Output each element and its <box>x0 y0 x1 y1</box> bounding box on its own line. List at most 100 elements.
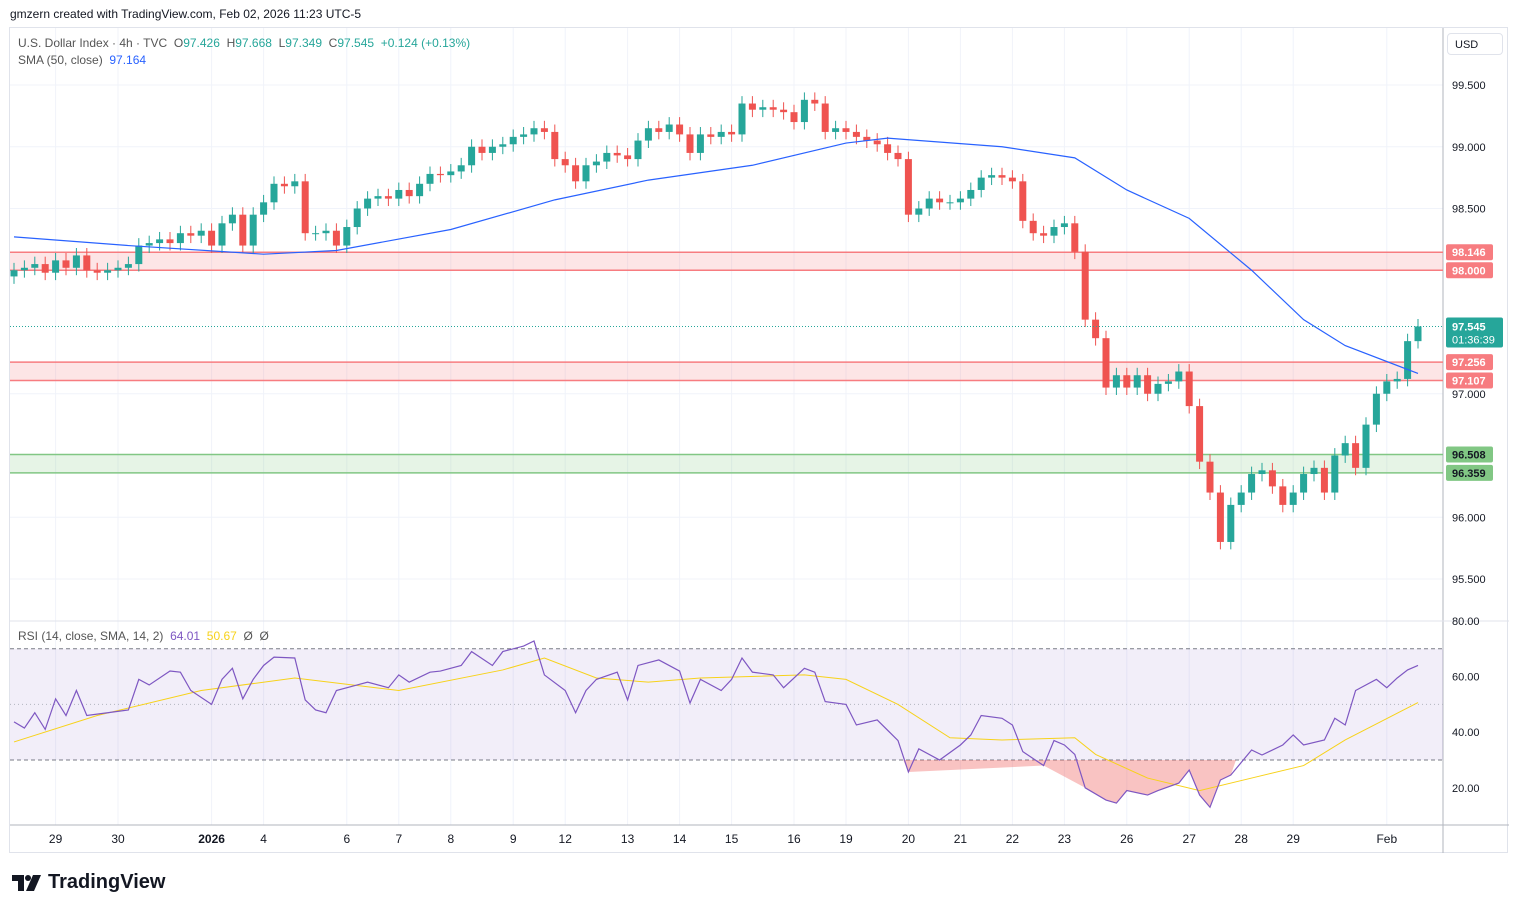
close-value: 97.545 <box>337 36 375 50</box>
candle <box>1237 485 1245 513</box>
candle-body <box>135 245 143 265</box>
candle <box>1175 364 1183 389</box>
rsi-sma-value: 50.67 <box>206 629 237 643</box>
candle-body <box>665 124 673 132</box>
candle <box>1008 170 1016 189</box>
candle <box>748 96 756 118</box>
candle-body <box>655 128 663 132</box>
candle-body <box>187 233 195 236</box>
time-tick-label: 20 <box>902 832 916 846</box>
candle-body <box>343 227 351 246</box>
candle <box>364 191 372 216</box>
time-tick-label: 6 <box>343 832 350 846</box>
candle <box>1289 485 1297 513</box>
time-tick-label: 13 <box>621 832 635 846</box>
candle <box>1414 319 1422 349</box>
candle <box>925 191 933 216</box>
support-price-label: 96.359 <box>1446 464 1493 481</box>
sma-label[interactable]: SMA (50, close) <box>18 53 103 67</box>
candle <box>967 182 975 207</box>
candle-body <box>572 165 580 182</box>
candle <box>759 99 767 118</box>
candle-body <box>644 128 652 141</box>
tradingview-logo[interactable]: TradingView <box>12 871 165 894</box>
current-price-value: 97.545 <box>1452 321 1486 333</box>
candle-body <box>83 255 91 271</box>
candle-body <box>1352 443 1360 468</box>
candle-body <box>925 198 933 209</box>
resistance-price-label: 98.000 <box>1446 262 1493 279</box>
candle <box>322 223 330 241</box>
candle <box>468 139 476 173</box>
candle <box>447 164 455 183</box>
candle-body <box>1404 341 1412 379</box>
candle <box>395 182 403 207</box>
candle-body <box>176 233 184 244</box>
rsi-label[interactable]: RSI (14, close, SMA, 14, 2) <box>18 629 164 643</box>
candle-body <box>561 159 569 166</box>
time-tick-label: 16 <box>787 832 801 846</box>
candle-body <box>1310 467 1318 475</box>
currency-selector[interactable]: USD <box>1447 33 1503 55</box>
candle-body <box>1102 338 1110 388</box>
candle-body <box>1164 381 1172 384</box>
price-tick-label: 97.000 <box>1452 389 1486 401</box>
support-price-label-text: 96.359 <box>1452 468 1486 480</box>
candle <box>894 145 902 167</box>
candle <box>842 120 850 140</box>
candle-body <box>551 131 559 160</box>
candle <box>904 151 912 223</box>
support-price-label: 96.508 <box>1446 446 1493 463</box>
chart-frame <box>9 27 1508 853</box>
resistance-price-label-text: 98.000 <box>1452 265 1486 277</box>
low-value: 97.349 <box>285 36 322 50</box>
time-tick-label: 8 <box>447 832 454 846</box>
time-tick-label: 29 <box>1287 832 1301 846</box>
candle-body <box>1008 177 1016 182</box>
candle-body <box>457 165 465 172</box>
candle <box>343 219 351 253</box>
high-label: H <box>226 36 236 50</box>
candle <box>769 99 777 118</box>
time-tick-label: 12 <box>559 832 573 846</box>
candle-body <box>915 208 923 215</box>
candle-body <box>530 128 538 135</box>
candle-body <box>447 171 455 176</box>
candle-body <box>280 183 288 187</box>
candle-body <box>270 183 278 203</box>
candle <box>31 256 39 276</box>
candle-body <box>197 230 205 236</box>
candle <box>821 96 829 140</box>
candle-body <box>145 243 153 246</box>
resistance-price-label-bg <box>1446 372 1493 389</box>
tradingview-logo-text: TradingView <box>48 871 166 893</box>
candle <box>10 262 18 284</box>
candle <box>1372 386 1380 433</box>
candle-body <box>1175 371 1183 382</box>
candle <box>665 117 673 140</box>
na-value-1: Ø <box>243 629 253 643</box>
candle <box>426 166 434 192</box>
candle-body <box>416 183 424 197</box>
candle <box>540 120 548 140</box>
candle-body <box>10 270 18 277</box>
candle <box>1341 435 1349 463</box>
resistance-price-label-text: 97.107 <box>1452 376 1486 388</box>
candle <box>530 120 538 142</box>
candle <box>197 223 205 244</box>
candle <box>592 154 600 173</box>
candle-body <box>852 131 860 137</box>
candle <box>301 173 309 241</box>
candle-body <box>1393 378 1401 382</box>
candle <box>852 124 860 145</box>
rsi-oversold-fill <box>903 760 1236 808</box>
symbol-title[interactable]: U.S. Dollar Index · 4h · TVC <box>18 36 168 50</box>
candle <box>644 120 652 148</box>
candle-body <box>717 131 725 137</box>
candle-body <box>1227 504 1235 542</box>
candle-body <box>156 239 164 244</box>
time-tick-label: 22 <box>1006 832 1020 846</box>
candle-body <box>1081 251 1089 320</box>
candle-body <box>603 152 611 162</box>
